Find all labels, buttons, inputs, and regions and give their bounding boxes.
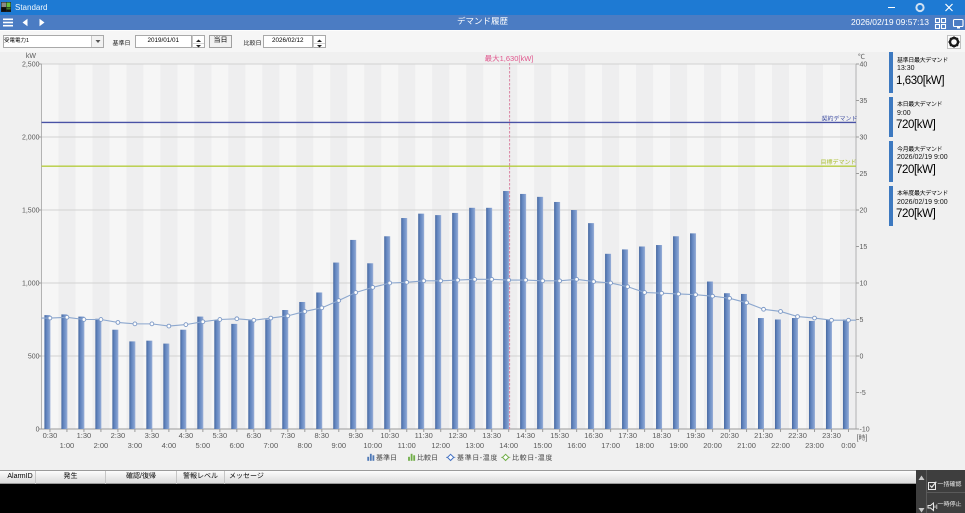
svg-text:3:00: 3:00 [128, 441, 143, 450]
svg-text:20:30: 20:30 [720, 431, 739, 440]
svg-text:5:00: 5:00 [196, 441, 211, 450]
svg-text:2:30: 2:30 [111, 431, 126, 440]
svg-text:20: 20 [860, 208, 868, 215]
svg-text:比較日-温度: 比較日-温度 [512, 454, 553, 462]
svg-text:基準日: 基準日 [376, 454, 397, 462]
svg-text:23:30: 23:30 [822, 431, 841, 440]
svg-text:3:30: 3:30 [145, 431, 160, 440]
svg-text:9:30: 9:30 [348, 431, 363, 440]
svg-text:10: 10 [860, 281, 868, 288]
svg-text:0: 0 [860, 354, 864, 361]
svg-text:13:30: 13:30 [482, 431, 501, 440]
svg-text:16:30: 16:30 [584, 431, 603, 440]
svg-text:7:00: 7:00 [264, 441, 279, 450]
svg-text:12:00: 12:00 [431, 441, 450, 450]
svg-text:15:00: 15:00 [533, 441, 552, 450]
svg-text:契約デマンド: 契約デマンド [821, 115, 857, 123]
svg-text:-5: -5 [860, 390, 866, 397]
svg-text:35: 35 [860, 98, 868, 105]
svg-text:13:00: 13:00 [465, 441, 484, 450]
svg-text:40: 40 [860, 62, 868, 69]
svg-text:4:30: 4:30 [179, 431, 194, 440]
svg-text:最大1,630[kW]: 最大1,630[kW] [485, 54, 534, 63]
svg-text:8:30: 8:30 [314, 431, 329, 440]
svg-text:21:30: 21:30 [754, 431, 773, 440]
svg-text:15: 15 [860, 244, 868, 251]
svg-text:20:00: 20:00 [703, 441, 722, 450]
svg-text:23:00: 23:00 [805, 441, 824, 450]
svg-text:10:30: 10:30 [380, 431, 399, 440]
svg-text:7:30: 7:30 [281, 431, 296, 440]
svg-text:1:30: 1:30 [77, 431, 92, 440]
svg-text:-10: -10 [860, 427, 870, 434]
svg-text:14:30: 14:30 [516, 431, 535, 440]
svg-text:18:30: 18:30 [652, 431, 671, 440]
svg-text:2:00: 2:00 [94, 441, 109, 450]
svg-text:[時]: [時] [857, 434, 868, 442]
svg-text:2,000: 2,000 [22, 135, 40, 142]
svg-text:0:00: 0:00 [841, 441, 856, 450]
svg-text:1,500: 1,500 [22, 208, 40, 215]
svg-text:1:00: 1:00 [60, 441, 75, 450]
svg-text:19:30: 19:30 [686, 431, 705, 440]
svg-text:17:00: 17:00 [601, 441, 620, 450]
svg-text:10:00: 10:00 [363, 441, 382, 450]
svg-text:9:00: 9:00 [331, 441, 346, 450]
svg-text:8:00: 8:00 [298, 441, 313, 450]
svg-text:目標デマンド: 目標デマンド [820, 158, 856, 166]
svg-text:16:00: 16:00 [567, 441, 586, 450]
svg-text:17:30: 17:30 [618, 431, 637, 440]
svg-text:6:00: 6:00 [230, 441, 245, 450]
svg-text:15:30: 15:30 [550, 431, 569, 440]
svg-text:0:30: 0:30 [43, 431, 58, 440]
svg-text:4:00: 4:00 [162, 441, 177, 450]
svg-text:25: 25 [860, 171, 868, 178]
svg-text:6:30: 6:30 [247, 431, 262, 440]
svg-text:比較日: 比較日 [417, 454, 438, 462]
svg-text:22:00: 22:00 [771, 441, 790, 450]
svg-text:1,000: 1,000 [22, 281, 40, 288]
svg-text:基準日-温度: 基準日-温度 [457, 454, 498, 462]
svg-text:500: 500 [28, 354, 40, 361]
svg-text:30: 30 [860, 135, 868, 142]
svg-text:2,500: 2,500 [22, 62, 40, 69]
svg-text:14:00: 14:00 [499, 441, 518, 450]
svg-text:22:30: 22:30 [788, 431, 807, 440]
svg-text:21:00: 21:00 [737, 441, 756, 450]
svg-text:℃: ℃ [858, 53, 865, 61]
svg-text:19:00: 19:00 [669, 441, 688, 450]
svg-text:11:30: 11:30 [415, 431, 433, 440]
svg-text:5:30: 5:30 [213, 431, 228, 440]
svg-text:0: 0 [36, 427, 40, 434]
svg-text:5: 5 [860, 317, 864, 324]
svg-text:kW: kW [26, 53, 37, 60]
svg-text:18:00: 18:00 [635, 441, 654, 450]
svg-text:11:00: 11:00 [398, 441, 416, 450]
svg-text:12:30: 12:30 [448, 431, 467, 440]
